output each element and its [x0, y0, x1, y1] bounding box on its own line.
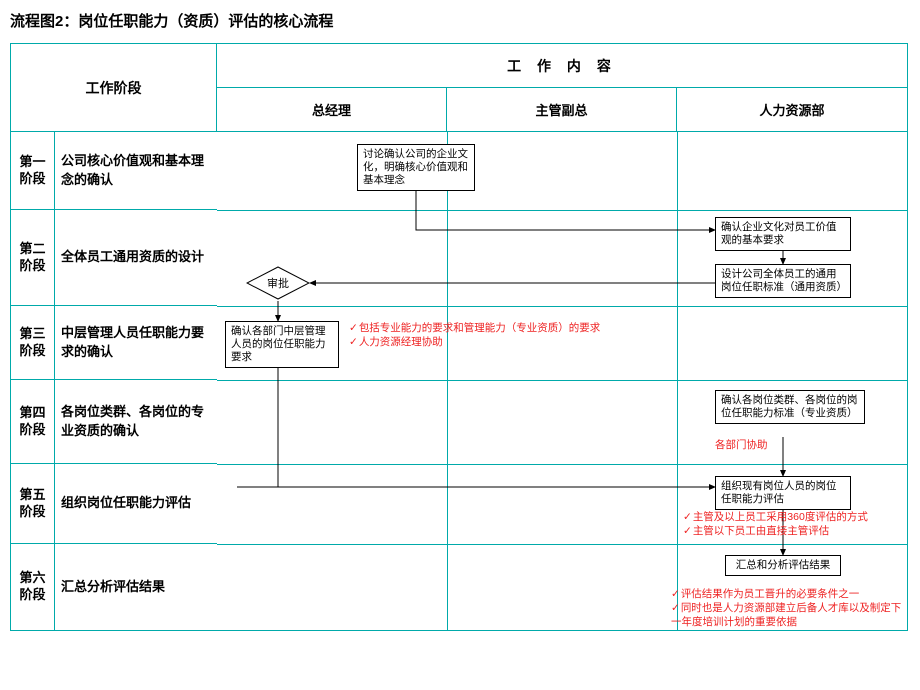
stage-columns: 第一阶段 公司核心价值观和基本理念的确认 第二阶段 全体员工通用资质的设计 第三…	[11, 132, 217, 630]
diamond-approval: 审批	[246, 266, 310, 300]
stage-5-title: 组织岗位任职能力评估	[55, 464, 217, 543]
stage-2-num: 第二阶段	[11, 210, 55, 305]
header-role-vp: 主管副总	[447, 88, 677, 131]
stage-1-title: 公司核心价值观和基本理念的确认	[55, 132, 217, 209]
note-stage6: 评估结果作为员工晋升的必要条件之一 同时也是人力资源部建立后备人才库以及制定下一…	[671, 587, 909, 630]
diagram-title: 流程图2：岗位任职能力（资质）评估的核心流程	[10, 10, 910, 31]
box-stage4: 确认各岗位类群、各岗位的岗位任职能力标准（专业资质）	[715, 390, 865, 424]
stage-6-title: 汇总分析评估结果	[55, 544, 217, 630]
header-stage: 工作阶段	[11, 44, 217, 131]
header-role-gm: 总经理	[217, 88, 447, 131]
stage-3-title: 中层管理人员任职能力要求的确认	[55, 306, 217, 379]
note-stage4: 各部门协助	[715, 438, 768, 452]
stage-4-num: 第四阶段	[11, 380, 55, 463]
stage-3-num: 第三阶段	[11, 306, 55, 379]
flowchart-canvas: 讨论确认公司的企业文化，明确核心价值观和基本理念 确认企业文化对员工价值观的基本…	[217, 132, 907, 630]
box-stage2b: 设计公司全体员工的通用岗位任职标准（通用资质）	[715, 264, 851, 298]
stage-4-title: 各岗位类群、各岗位的专业资质的确认	[55, 380, 217, 463]
stage-6-num: 第六阶段	[11, 544, 55, 630]
header-role-hr: 人力资源部	[677, 88, 907, 131]
header-content: 工 作 内 容	[217, 44, 907, 88]
flowchart-table: 工作阶段 工 作 内 容 总经理 主管副总 人力资源部 第一阶段 公司核心价值观…	[10, 43, 908, 631]
stage-1-num: 第一阶段	[11, 132, 55, 209]
box-stage3: 确认各部门中层管理人员的岗位任职能力要求	[225, 321, 339, 368]
note-stage3: 包括专业能力的要求和管理能力（专业资质）的要求 人力资源经理协助	[349, 321, 669, 349]
box-stage2a: 确认企业文化对员工价值观的基本要求	[715, 217, 851, 251]
box-stage5: 组织现有岗位人员的岗位任职能力评估	[715, 476, 851, 510]
box-stage1: 讨论确认公司的企业文化，明确核心价值观和基本理念	[357, 144, 475, 191]
note-stage5: 主管及以上员工采用360度评估的方式 主管以下员工由直接主管评估	[683, 510, 907, 538]
table-header: 工作阶段 工 作 内 容 总经理 主管副总 人力资源部	[11, 44, 907, 132]
stage-2-title: 全体员工通用资质的设计	[55, 210, 217, 305]
stage-5-num: 第五阶段	[11, 464, 55, 543]
box-stage6: 汇总和分析评估结果	[725, 555, 841, 576]
